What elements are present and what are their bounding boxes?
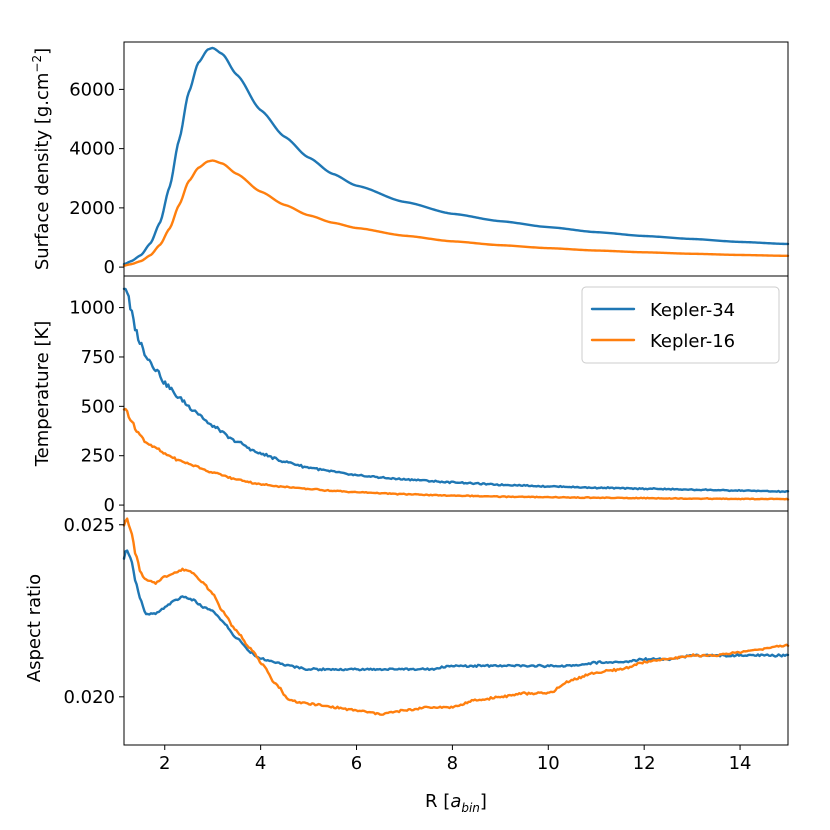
y-tick-label: 6000 — [69, 79, 115, 100]
y-tick-label: 0 — [104, 495, 115, 516]
y-tick-label: 4000 — [69, 139, 115, 160]
y-tick-label: 0.020 — [63, 687, 115, 708]
aspect-ratio-series — [122, 517, 790, 716]
x-tick-label: 8 — [447, 753, 458, 774]
surface-density-panel: 0 2000 4000 6000 Surface density [g.cm−2] — [30, 41, 790, 278]
series-line-kepler-34 — [122, 287, 790, 494]
aspect-ratio-y-axis-label: Aspect ratio — [24, 574, 45, 682]
y-tick-label: 250 — [81, 446, 115, 467]
legend-label-kepler-34: Kepler-34 — [650, 300, 735, 321]
y-tick-label: 750 — [81, 347, 115, 368]
y-tick-label: 500 — [81, 396, 115, 417]
surface-density-y-axis-label: Surface density [g.cm−2] — [30, 48, 53, 270]
series-line-kepler-16 — [122, 407, 790, 501]
temperature-panel: 0 250 500 750 1000 Temperature [K] Kepler-34… — [32, 275, 790, 516]
legend-box — [581, 286, 780, 364]
x-tick-label: 14 — [729, 753, 752, 774]
x-axis-ticks: 2 4 6 8 10 12 14 — [159, 745, 752, 774]
legend-label-kepler-16: Kepler-16 — [650, 331, 735, 352]
aspect-ratio-axes-frame — [123, 510, 789, 746]
x-tick-label: 6 — [351, 753, 362, 774]
x-tick-label: 12 — [633, 753, 656, 774]
y-tick-label: 1000 — [69, 298, 115, 319]
temperature-y-ticks: 0 250 500 750 1000 — [69, 298, 124, 516]
series-line-kepler-34 — [122, 46, 790, 266]
y-tick-label: 0.025 — [63, 515, 115, 536]
legend: Kepler-34 Kepler-16 — [581, 286, 780, 364]
series-line-kepler-16 — [122, 517, 790, 716]
x-axis-label: R [abin] — [425, 791, 487, 815]
y-tick-label: 0 — [104, 257, 115, 278]
x-tick-label: 10 — [537, 753, 560, 774]
x-tick-label: 4 — [255, 753, 266, 774]
temperature-y-axis-label: Temperature [K] — [32, 321, 53, 468]
y-tick-label: 2000 — [69, 198, 115, 219]
x-tick-label: 2 — [159, 753, 170, 774]
surface-density-series — [122, 46, 790, 267]
aspect-ratio-panel: 0.020 0.025 2 4 6 8 10 12 14 Aspect ratio R [ab… — [24, 510, 790, 815]
temperature-series — [122, 287, 790, 501]
series-line-kepler-16 — [122, 159, 790, 267]
surface-density-y-ticks: 0 2000 4000 6000 — [69, 79, 124, 278]
aspect-ratio-y-ticks: 0.020 0.025 — [63, 515, 124, 708]
